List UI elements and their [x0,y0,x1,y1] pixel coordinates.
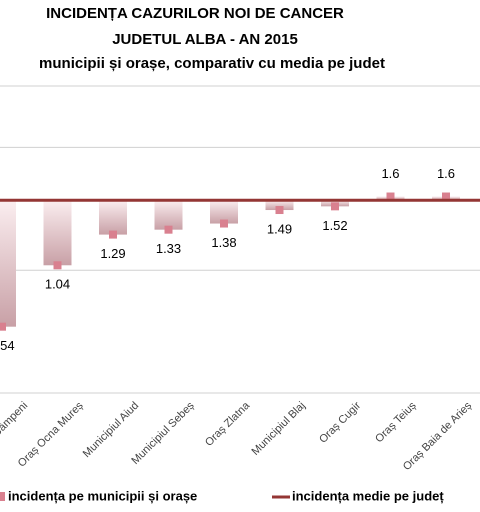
x-tick-label: Oraș Câmpeni [0,400,30,459]
bar [99,200,127,235]
legend: incidența pe municipii și orașe incidenț… [0,488,444,503]
bar [154,200,183,230]
chart-subtitle: municipii și orașe, comparativ cu media … [39,55,385,72]
bar-marker [164,225,173,234]
chart-subtitle: JUDETUL ALBA - AN 2015 [112,31,298,48]
data-label: 1.52 [322,218,347,233]
bar [210,200,238,224]
x-tick-label: Municipiul Aiud [81,400,141,460]
legend-label: incidența medie pe județ [292,488,444,503]
legend-marker [0,492,5,501]
bar-marker [0,322,6,331]
data-label: 1.04 [45,277,70,292]
x-tick-label: Municipiul Blaj [249,400,307,458]
data-label: 1.38 [211,235,236,250]
bar-marker [275,206,284,215]
x-tick-label: Oraș Teiuș [373,399,419,445]
data-label: 1.6 [381,166,399,181]
data-label: 1.29 [100,246,125,261]
x-tick-label: Oraș Zlatna [203,399,253,449]
bar-marker [386,192,395,201]
data-label: 1.6 [437,166,455,181]
bar [43,200,72,266]
x-tick-label: Oraș Cugir [317,399,363,445]
bar-marker [331,202,339,211]
bar-marker [442,192,450,201]
chart-title: INCIDENȚA CAZURILOR NOI DE CANCER [46,5,344,22]
data-label: 1.49 [267,221,292,236]
data-label: 1.33 [156,241,181,256]
legend-label: incidența pe municipii și orașe [8,488,197,503]
bar-marker [109,230,117,239]
bar-marker [53,261,62,270]
bar-marker [220,219,228,228]
bar [0,200,16,327]
data-label: 0.54 [0,338,15,353]
bar [265,200,294,211]
